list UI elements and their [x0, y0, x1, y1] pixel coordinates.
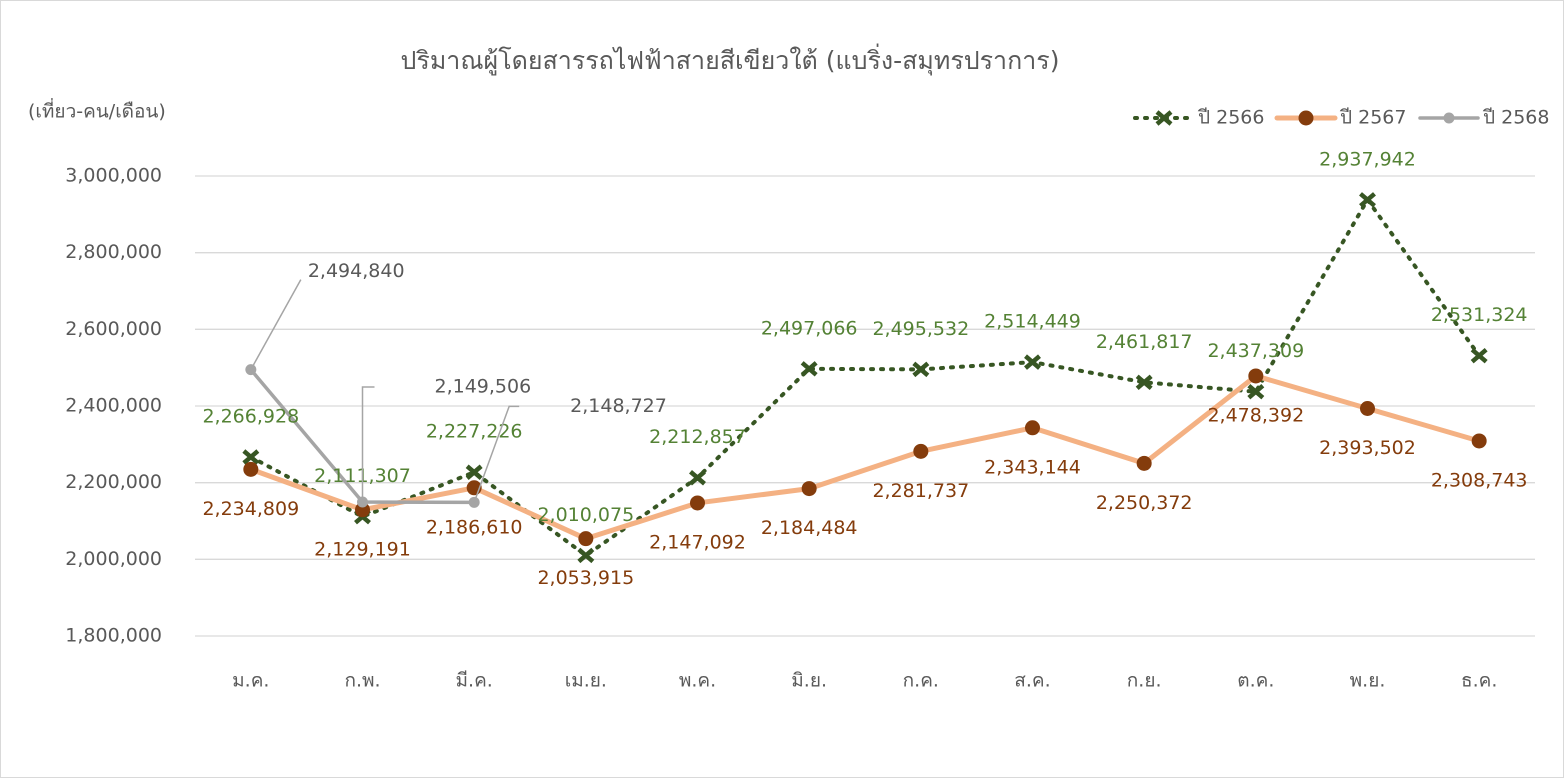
x-tick-label: พ.ย. — [1350, 670, 1386, 692]
y-tick-label: 3,000,000 — [65, 165, 162, 187]
legend-marker — [1155, 110, 1173, 126]
marker — [912, 361, 930, 378]
marker — [245, 364, 257, 376]
data-label: 2,227,226 — [426, 421, 523, 443]
marker — [1247, 383, 1265, 400]
y-tick-label: 2,000,000 — [65, 548, 162, 570]
x-tick-label: ต.ค. — [1237, 670, 1274, 692]
data-label: 2,437,309 — [1207, 340, 1304, 362]
data-label: 2,308,743 — [1431, 469, 1528, 491]
marker — [578, 531, 594, 547]
leader-line — [473, 405, 520, 503]
marker — [801, 481, 817, 497]
data-label: 2,495,532 — [872, 318, 969, 340]
legend-marker — [1443, 112, 1455, 124]
marker — [1359, 192, 1376, 208]
marker — [1135, 374, 1153, 391]
series-line — [248, 197, 1482, 558]
legend-label: ปี 2567 — [1339, 107, 1406, 129]
y-tick-label: 2,600,000 — [65, 318, 162, 340]
legend-label: ปี 2566 — [1197, 107, 1264, 129]
marker — [800, 361, 818, 377]
x-tick-label: ธ.ค. — [1461, 670, 1497, 692]
data-label: 2,148,727 — [570, 395, 667, 417]
y-tick-label: 2,400,000 — [65, 395, 162, 417]
leader-line — [361, 386, 375, 503]
marker — [690, 495, 705, 511]
data-label: 2,149,506 — [435, 376, 532, 398]
marker — [1025, 420, 1040, 436]
leader-line — [250, 279, 302, 371]
x-tick-label: ก.ค. — [903, 670, 939, 692]
legend-label: ปี 2568 — [1482, 107, 1549, 129]
series-line — [248, 373, 1482, 542]
legend-marker — [1298, 110, 1314, 126]
chart-title: ปริมาณผู้โดยสารรถไฟฟ้าสายสีเขียวใต้ (แบร… — [401, 43, 1060, 76]
x-tick-label: ก.พ. — [344, 670, 380, 692]
data-label: 2,461,817 — [1096, 331, 1193, 353]
data-label: 2,937,942 — [1319, 148, 1416, 170]
data-label: 2,497,066 — [761, 317, 858, 339]
y-tick-label: 2,200,000 — [65, 471, 162, 493]
data-label: 2,531,324 — [1431, 304, 1528, 326]
marker — [465, 464, 483, 480]
data-label: 2,186,610 — [426, 516, 523, 538]
x-tick-label: มี.ค. — [456, 670, 493, 692]
data-label: 2,184,484 — [761, 517, 858, 539]
data-label: 2,212,857 — [649, 426, 746, 448]
x-tick-label: พ.ค. — [679, 670, 716, 692]
marker — [1471, 433, 1487, 449]
marker — [1360, 400, 1375, 416]
y-tick-label: 1,800,000 — [65, 625, 162, 647]
x-tick-label: ม.ค. — [232, 670, 269, 692]
marker — [1248, 368, 1264, 384]
data-label: 2,250,372 — [1096, 492, 1193, 514]
marker — [1024, 354, 1041, 370]
y-axis-label: (เที่ยว-คน/เดือน) — [28, 98, 166, 123]
x-tick-label: ก.ย. — [1127, 670, 1162, 692]
marker — [689, 470, 706, 486]
marker — [243, 461, 259, 477]
data-label: 2,478,392 — [1207, 404, 1304, 426]
marker — [577, 547, 595, 564]
x-tick-label: เม.ย. — [565, 670, 607, 692]
y-tick-label: 2,800,000 — [65, 241, 162, 263]
data-label: 2,514,449 — [984, 311, 1081, 333]
data-label: 2,266,928 — [202, 406, 299, 428]
data-label: 2,053,915 — [537, 567, 634, 589]
data-label: 2,234,809 — [202, 498, 299, 520]
data-label: 2,010,075 — [537, 504, 634, 526]
data-label: 2,281,737 — [872, 480, 969, 502]
x-tick-label: ส.ค. — [1014, 670, 1050, 692]
marker — [242, 449, 260, 465]
marker — [913, 443, 929, 459]
data-label: 2,129,191 — [314, 538, 411, 560]
data-label: 2,343,144 — [984, 456, 1081, 478]
x-tick-label: มิ.ย. — [791, 670, 827, 692]
data-label: 2,494,840 — [308, 260, 405, 282]
data-label: 2,393,502 — [1319, 437, 1416, 459]
marker — [355, 502, 370, 518]
marker — [1136, 455, 1152, 471]
marker — [1470, 347, 1488, 364]
data-label: 2,147,092 — [649, 531, 746, 553]
